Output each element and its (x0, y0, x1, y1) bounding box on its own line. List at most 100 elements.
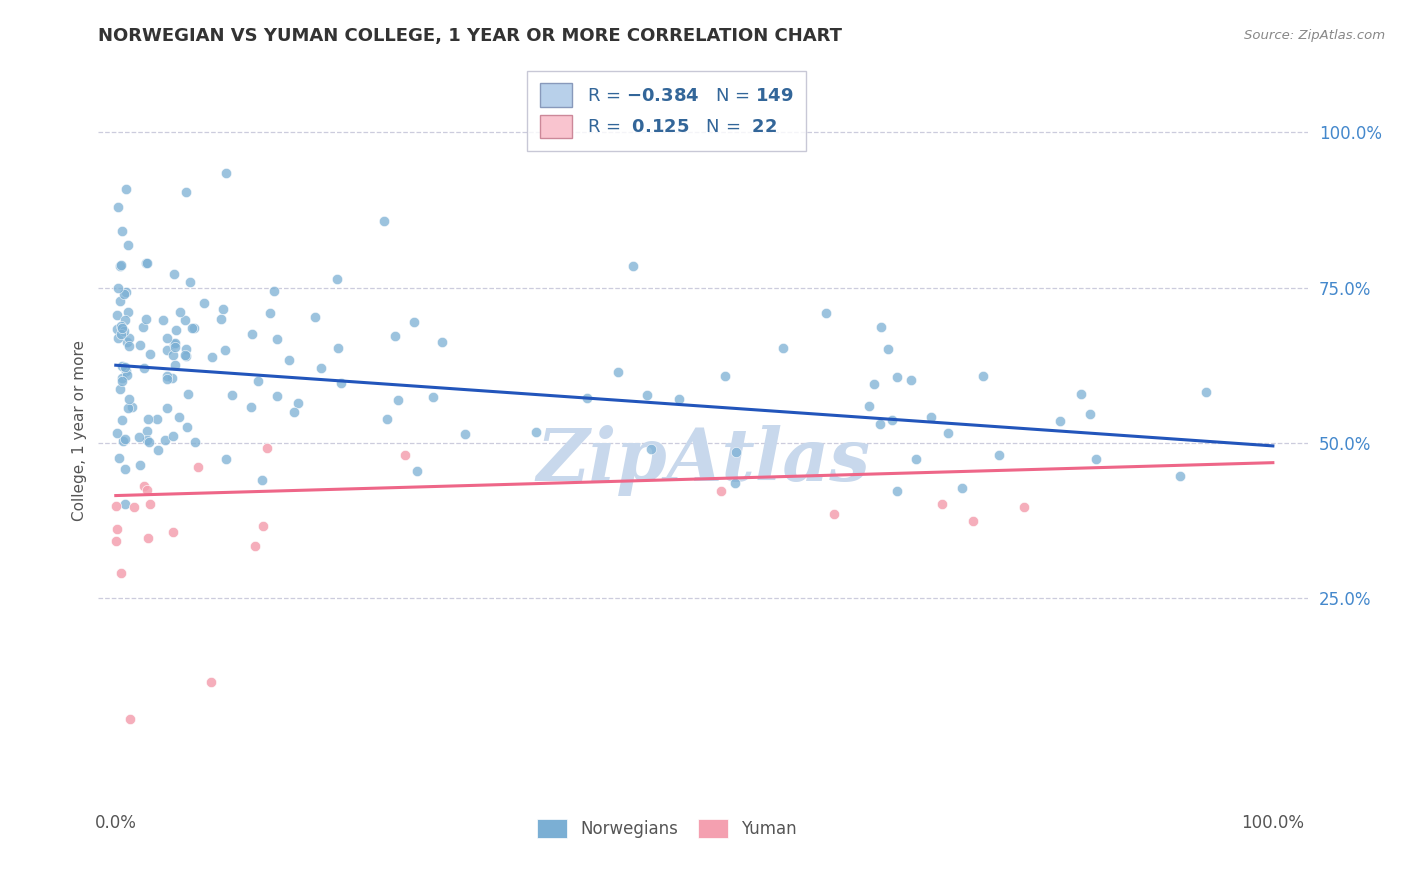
Point (174, 349, 197, 363)
Point (128, 430, 150, 444)
Point (118, 712, 141, 726)
Point (240, 400, 263, 414)
Point (405, 464, 427, 478)
Point (200, 674, 222, 689)
Point (163, 267, 186, 281)
Point (163, 340, 186, 354)
Point (259, 306, 281, 320)
Point (263, 284, 285, 298)
Point (105, 522, 128, 536)
Point (174, 342, 197, 356)
Point (117, 339, 139, 353)
Point (110, 566, 132, 580)
Point (823, 507, 845, 521)
Point (1085, 451, 1108, 466)
Point (724, 445, 747, 459)
Point (394, 448, 416, 462)
Point (107, 281, 129, 295)
Point (110, 258, 132, 272)
Point (105, 499, 128, 513)
Point (110, 318, 132, 333)
Point (375, 412, 398, 426)
Legend: Norwegians, Yuman: Norwegians, Yuman (529, 811, 806, 847)
Y-axis label: College, 1 year or more: College, 1 year or more (72, 340, 87, 521)
Point (174, 348, 197, 362)
Point (173, 312, 195, 326)
Point (1078, 407, 1101, 421)
Point (184, 434, 207, 449)
Point (863, 377, 886, 392)
Point (107, 451, 129, 466)
Point (454, 427, 477, 442)
Point (163, 335, 186, 350)
Point (524, 425, 547, 440)
Point (162, 348, 184, 362)
Point (117, 237, 139, 252)
Point (148, 443, 170, 458)
Point (176, 185, 198, 199)
Point (250, 473, 273, 487)
Point (118, 392, 141, 406)
Point (283, 404, 305, 418)
Point (209, 312, 232, 326)
Point (111, 413, 134, 427)
Point (714, 368, 737, 383)
Point (156, 369, 179, 384)
Point (221, 387, 243, 401)
Point (162, 429, 184, 443)
Point (122, 500, 145, 514)
Point (858, 399, 880, 413)
Point (114, 182, 136, 196)
Point (105, 425, 128, 440)
Point (246, 374, 269, 388)
Point (1070, 387, 1092, 401)
Point (950, 481, 973, 495)
Point (135, 433, 157, 447)
Point (1012, 500, 1035, 515)
Point (214, 343, 236, 357)
Point (115, 285, 138, 299)
Point (575, 391, 598, 405)
Point (905, 452, 928, 467)
Point (886, 369, 908, 384)
Point (114, 359, 136, 374)
Point (111, 224, 134, 238)
Point (187, 460, 209, 475)
Point (114, 312, 136, 326)
Point (886, 484, 908, 499)
Point (111, 320, 134, 334)
Point (115, 364, 138, 378)
Point (121, 401, 143, 415)
Point (163, 336, 186, 351)
Point (136, 424, 159, 438)
Point (132, 319, 155, 334)
Point (988, 448, 1011, 462)
Point (193, 296, 215, 310)
Point (266, 332, 288, 346)
Point (240, 327, 263, 342)
Point (931, 497, 953, 511)
Point (110, 382, 132, 396)
Point (245, 539, 267, 553)
Point (606, 365, 628, 379)
Point (105, 322, 128, 336)
Point (111, 371, 134, 385)
Point (156, 372, 179, 386)
Point (710, 484, 733, 499)
Point (972, 368, 994, 383)
Point (869, 417, 891, 431)
Point (156, 331, 179, 345)
Point (962, 514, 984, 528)
Point (117, 304, 139, 318)
Point (114, 462, 136, 476)
Point (215, 452, 238, 467)
Point (404, 316, 426, 330)
Point (136, 531, 159, 545)
Point (136, 412, 159, 426)
Point (108, 293, 131, 308)
Point (309, 360, 332, 375)
Point (201, 350, 224, 364)
Point (1168, 468, 1191, 483)
Text: Source: ZipAtlas.com: Source: ZipAtlas.com (1244, 29, 1385, 42)
Point (118, 331, 141, 345)
